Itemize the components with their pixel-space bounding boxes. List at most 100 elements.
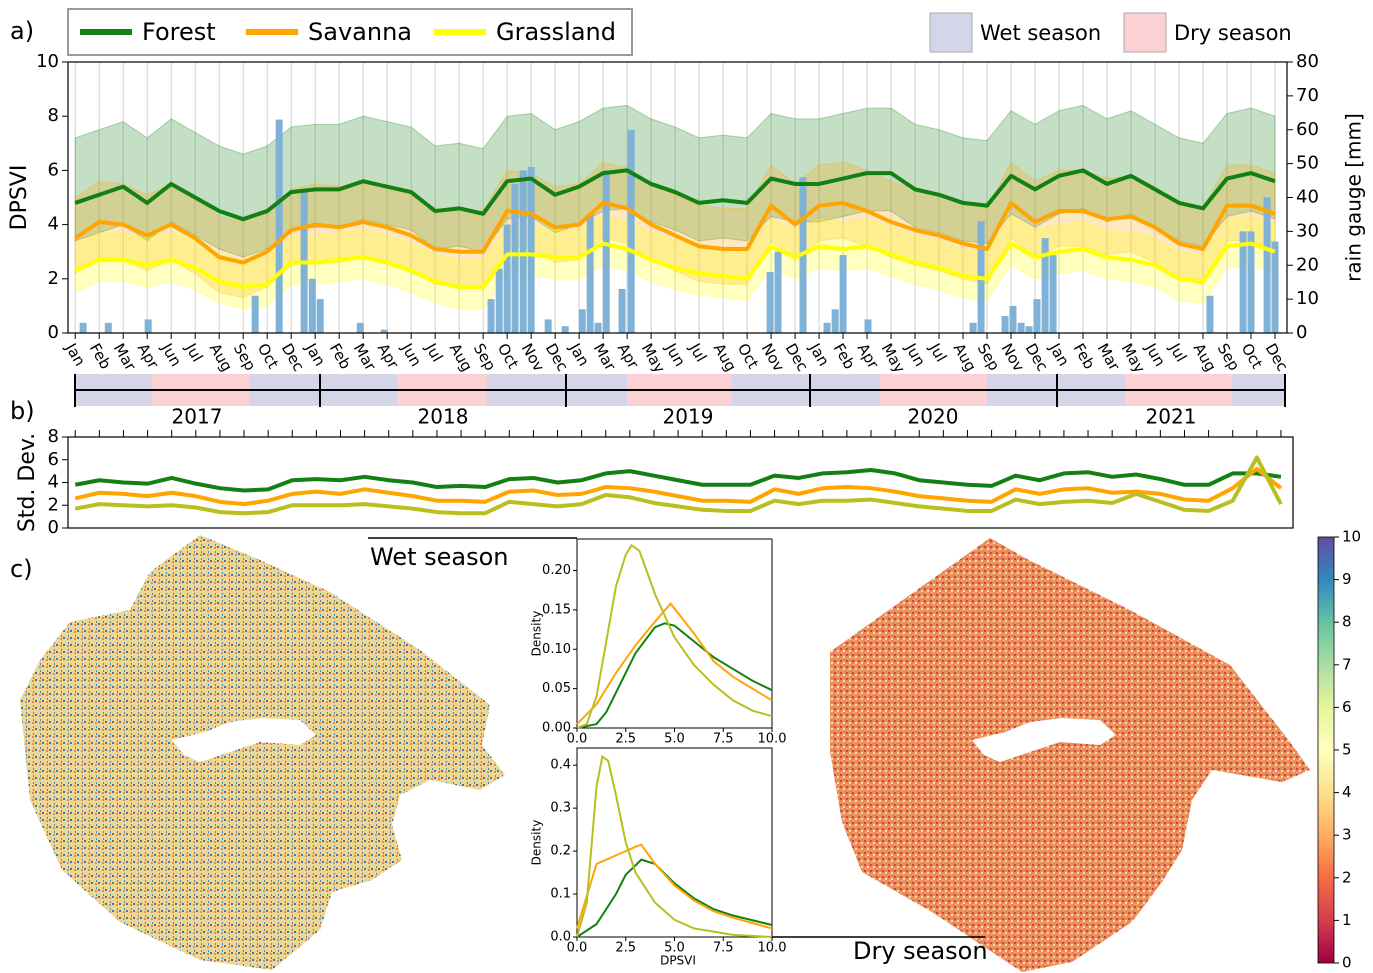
x-tick-label: Sep	[1214, 340, 1244, 373]
rain-bar	[520, 170, 527, 333]
y2-tick-label: 70	[1296, 85, 1319, 106]
season-swatch	[1124, 13, 1166, 52]
x-tick-label: Aug	[950, 340, 980, 374]
rain-bar	[512, 184, 519, 333]
rain-bar	[619, 289, 626, 333]
rain-bar	[587, 214, 594, 333]
dry-label: Dry season	[853, 937, 988, 965]
season-legend-label: Dry season	[1174, 21, 1292, 45]
rain-bar	[145, 319, 152, 333]
x-tick-label: 5.0	[664, 732, 685, 747]
x-tick-label: Feb	[1070, 340, 1099, 372]
rain-bar	[1272, 242, 1279, 333]
rain-bar	[1033, 299, 1040, 333]
x-tick-label: May	[638, 340, 669, 376]
rain-bar	[1050, 255, 1057, 333]
colorbar-tick-label: 2	[1342, 868, 1352, 886]
rain-bar	[767, 272, 774, 333]
y2-tick-label: 80	[1296, 51, 1319, 72]
wet-label: Wet season	[370, 543, 509, 571]
x-tick-label: Oct	[1238, 340, 1267, 372]
y2-axis-title: rain gauge [mm]	[1342, 113, 1366, 282]
rain-bar	[775, 252, 782, 333]
y-tick-label: 0	[48, 517, 59, 538]
rain-bar	[357, 323, 364, 333]
panel-label: b)	[10, 397, 35, 425]
x-tick-label: Dec	[1022, 340, 1052, 374]
y-tick-label: 0.15	[542, 602, 571, 617]
y-tick-label: 0.00	[542, 721, 571, 736]
x-tick-label: Sep	[974, 340, 1004, 373]
rain-bar	[970, 323, 977, 333]
x-tick-label: Apr	[854, 340, 883, 372]
y2-tick-label: 60	[1296, 119, 1319, 140]
y2-tick-label: 20	[1296, 254, 1319, 275]
x-tick-label: May	[878, 340, 909, 376]
x-tick-label: Nov	[518, 340, 548, 374]
colorbar-tick-label: 6	[1342, 698, 1352, 716]
x-tick-label: Jul	[685, 339, 710, 365]
x-tick-label: Mar	[110, 340, 140, 374]
x-tick-label: Apr	[134, 340, 163, 372]
rain-bar	[1264, 198, 1271, 334]
rain-bar	[832, 309, 839, 333]
rain-bar	[252, 296, 259, 333]
year-label: 2019	[663, 405, 714, 429]
season-swatch	[930, 13, 972, 52]
year-label: 2018	[418, 405, 469, 429]
rain-bar	[105, 323, 112, 333]
legend-label: Forest	[142, 18, 216, 46]
rain-bar	[504, 225, 511, 333]
x-tick-label: Jun	[397, 339, 425, 369]
season-legend-label: Wet season	[980, 21, 1101, 45]
y-tick-label: 0.4	[550, 758, 571, 773]
colorbar-tick-label: 9	[1342, 570, 1352, 588]
x-tick-label: Jul	[1165, 339, 1190, 365]
series-line	[75, 457, 1281, 513]
x-tick-label: Mar	[350, 340, 380, 374]
colorbar-tick-label: 4	[1342, 783, 1352, 801]
x-tick-label: Jul	[421, 339, 446, 365]
x-tick-label: Jun	[157, 339, 185, 369]
x-tick-label: Dec	[782, 340, 812, 374]
rain-bar	[528, 167, 535, 333]
y-tick-label: 2	[48, 494, 59, 515]
series-line	[75, 470, 1281, 490]
rain-bar	[545, 319, 552, 333]
x-tick-label: Oct	[734, 340, 763, 372]
x-tick-label: Mar	[1094, 340, 1124, 374]
rain-bar	[579, 309, 586, 333]
x-tick-label: Oct	[254, 340, 283, 372]
x-tick-label: 10.0	[758, 732, 787, 747]
y-tick-label: 4	[48, 472, 59, 493]
map-wet	[20, 535, 505, 970]
legend-label: Savanna	[308, 18, 412, 46]
inset-frame	[577, 539, 772, 728]
x-tick-label: Dec	[1262, 340, 1292, 374]
y-tick-label: 0.0	[550, 930, 571, 945]
y-axis-title: Density	[530, 820, 544, 866]
y2-tick-label: 30	[1296, 220, 1319, 241]
x-tick-label: 7.5	[713, 941, 734, 956]
y-tick-label: 4	[48, 214, 59, 235]
x-tick-label: Nov	[758, 340, 788, 374]
y-tick-label: 0.05	[542, 681, 571, 696]
legend-label: Grassland	[496, 18, 616, 46]
y-tick-label: 0	[48, 322, 59, 343]
x-tick-label: 2.5	[615, 941, 636, 956]
x-tick-label: May	[1118, 340, 1149, 376]
y-tick-label: 6	[48, 159, 59, 180]
x-tick-label: 7.5	[713, 732, 734, 747]
x-tick-label: 2.5	[615, 732, 636, 747]
y2-tick-label: 50	[1296, 153, 1319, 174]
y-axis-title: Density	[530, 611, 544, 657]
year-label: 2020	[908, 405, 959, 429]
rain-bar	[628, 130, 635, 333]
rain-bar	[309, 279, 316, 333]
colorbar-tick-label: 0	[1342, 954, 1352, 972]
colorbar-tick-label: 8	[1342, 613, 1352, 631]
y-tick-label: 0.1	[550, 887, 571, 902]
figure: Wet season Dry season c) JanFebMarAprJun…	[0, 0, 1373, 973]
y2-tick-label: 0	[1296, 322, 1307, 343]
rain-bar	[840, 255, 847, 333]
